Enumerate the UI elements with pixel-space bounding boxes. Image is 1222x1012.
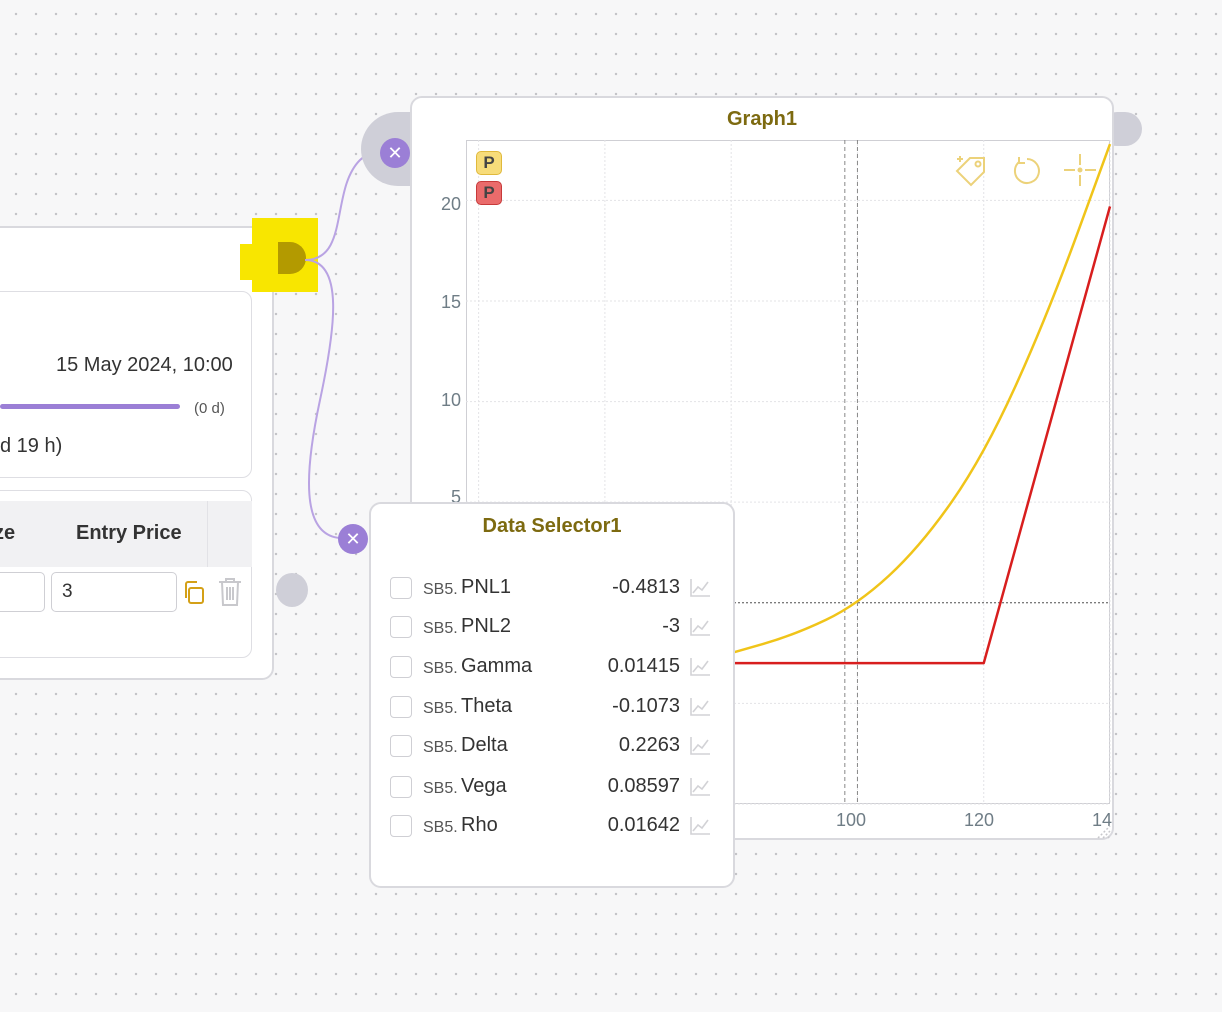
chart-line-icon[interactable] [689,736,711,761]
data-selector-node [369,502,735,888]
row-prefix: SB5. [423,581,458,598]
series-checkbox[interactable] [390,696,412,718]
crosshair-icon[interactable] [1062,152,1098,193]
data-selector-row[interactable]: SB5. Theta -0.1073 [390,692,715,722]
graph-title: Graph1 [726,108,798,130]
series-line-1 [730,143,1112,655]
row-name: PNL1 [461,576,512,598]
column-entry-price-header: Entry Price [76,522,182,544]
y-tick-label: 10 [440,390,461,410]
y-tick-label: 5 [450,487,461,507]
reset-zoom-icon[interactable] [1010,154,1042,193]
legend-item-series1[interactable]: P [476,151,502,175]
row-prefix: SB5. [423,660,458,677]
column-size-header: ze [0,522,16,544]
chart-line-icon[interactable] [689,816,711,841]
entry-price-input[interactable] [51,572,177,612]
row-name: Delta [461,734,508,756]
row-value: 0.08597 [607,775,680,797]
row-prefix: SB5. [423,739,458,756]
row-value: -0.4813 [612,576,680,598]
data-selector-row[interactable]: SB5. PNL2 -3 [390,612,715,642]
y-tick-label: 15 [440,292,461,312]
chart-line-icon[interactable] [689,777,711,802]
resize-handle-icon[interactable] [1094,824,1112,845]
row-prefix: SB5. [423,819,458,836]
duration-text: d 19 h) [0,435,63,457]
copy-icon[interactable] [182,580,206,611]
row-name: Gamma [461,655,533,677]
series-checkbox[interactable] [390,577,412,599]
row-name: PNL2 [461,615,512,637]
trash-icon[interactable] [217,576,243,613]
data-selector-title: Data Selector1 [482,515,622,537]
row-value: 0.01415 [607,655,680,677]
row-value: -0.1073 [612,695,680,717]
row-name: Vega [461,775,507,797]
series-checkbox[interactable] [390,735,412,757]
x-tick-label: 100 [836,810,867,830]
time-progress-bar [0,404,180,409]
row-value: 0.01642 [607,814,680,836]
size-input[interactable] [0,572,45,612]
legs-table-header [0,501,252,567]
series-checkbox[interactable] [390,815,412,837]
row-value: -3 [662,615,680,637]
output-port-highlight[interactable] [240,218,322,292]
row-prefix: SB5. [423,620,458,637]
expiry-card [0,291,252,478]
disconnect-graph-button[interactable]: ✕ [380,138,410,168]
y-tick-label: 20 [440,194,461,214]
chart-line-icon[interactable] [689,578,711,603]
row-value: 0.2263 [618,734,680,756]
chart-line-icon[interactable] [689,697,711,722]
left-node-port[interactable] [276,573,308,607]
data-selector-row[interactable]: SB5. Delta 0.2263 [390,731,715,761]
data-selector-row[interactable]: SB5. PNL1 -0.4813 [390,573,715,603]
data-selector-row[interactable]: SB5. Rho 0.01642 [390,811,715,841]
disconnect-selector-button[interactable]: ✕ [338,524,368,554]
expiry-date: 15 May 2024, 10:00 [56,354,233,376]
x-tick-label: 14 [1092,810,1113,830]
data-selector-row[interactable]: SB5. Gamma 0.01415 [390,652,715,682]
chart-line-icon[interactable] [689,657,711,682]
chart-line-icon[interactable] [689,617,711,642]
series-checkbox[interactable] [390,776,412,798]
row-prefix: SB5. [423,780,458,797]
progress-label: (0 d) [194,400,225,417]
legend-item-series2[interactable]: P [476,181,502,205]
row-name: Theta [461,695,513,717]
x-tick-label: 120 [964,810,995,830]
series-checkbox[interactable] [390,656,412,678]
series-checkbox[interactable] [390,616,412,638]
data-selector-row[interactable]: SB5. Vega 0.08597 [390,772,715,802]
header-divider [207,501,208,567]
series-line-2 [731,206,1112,665]
tag-icon[interactable] [954,154,990,193]
row-prefix: SB5. [423,700,458,717]
row-name: Rho [461,814,498,836]
